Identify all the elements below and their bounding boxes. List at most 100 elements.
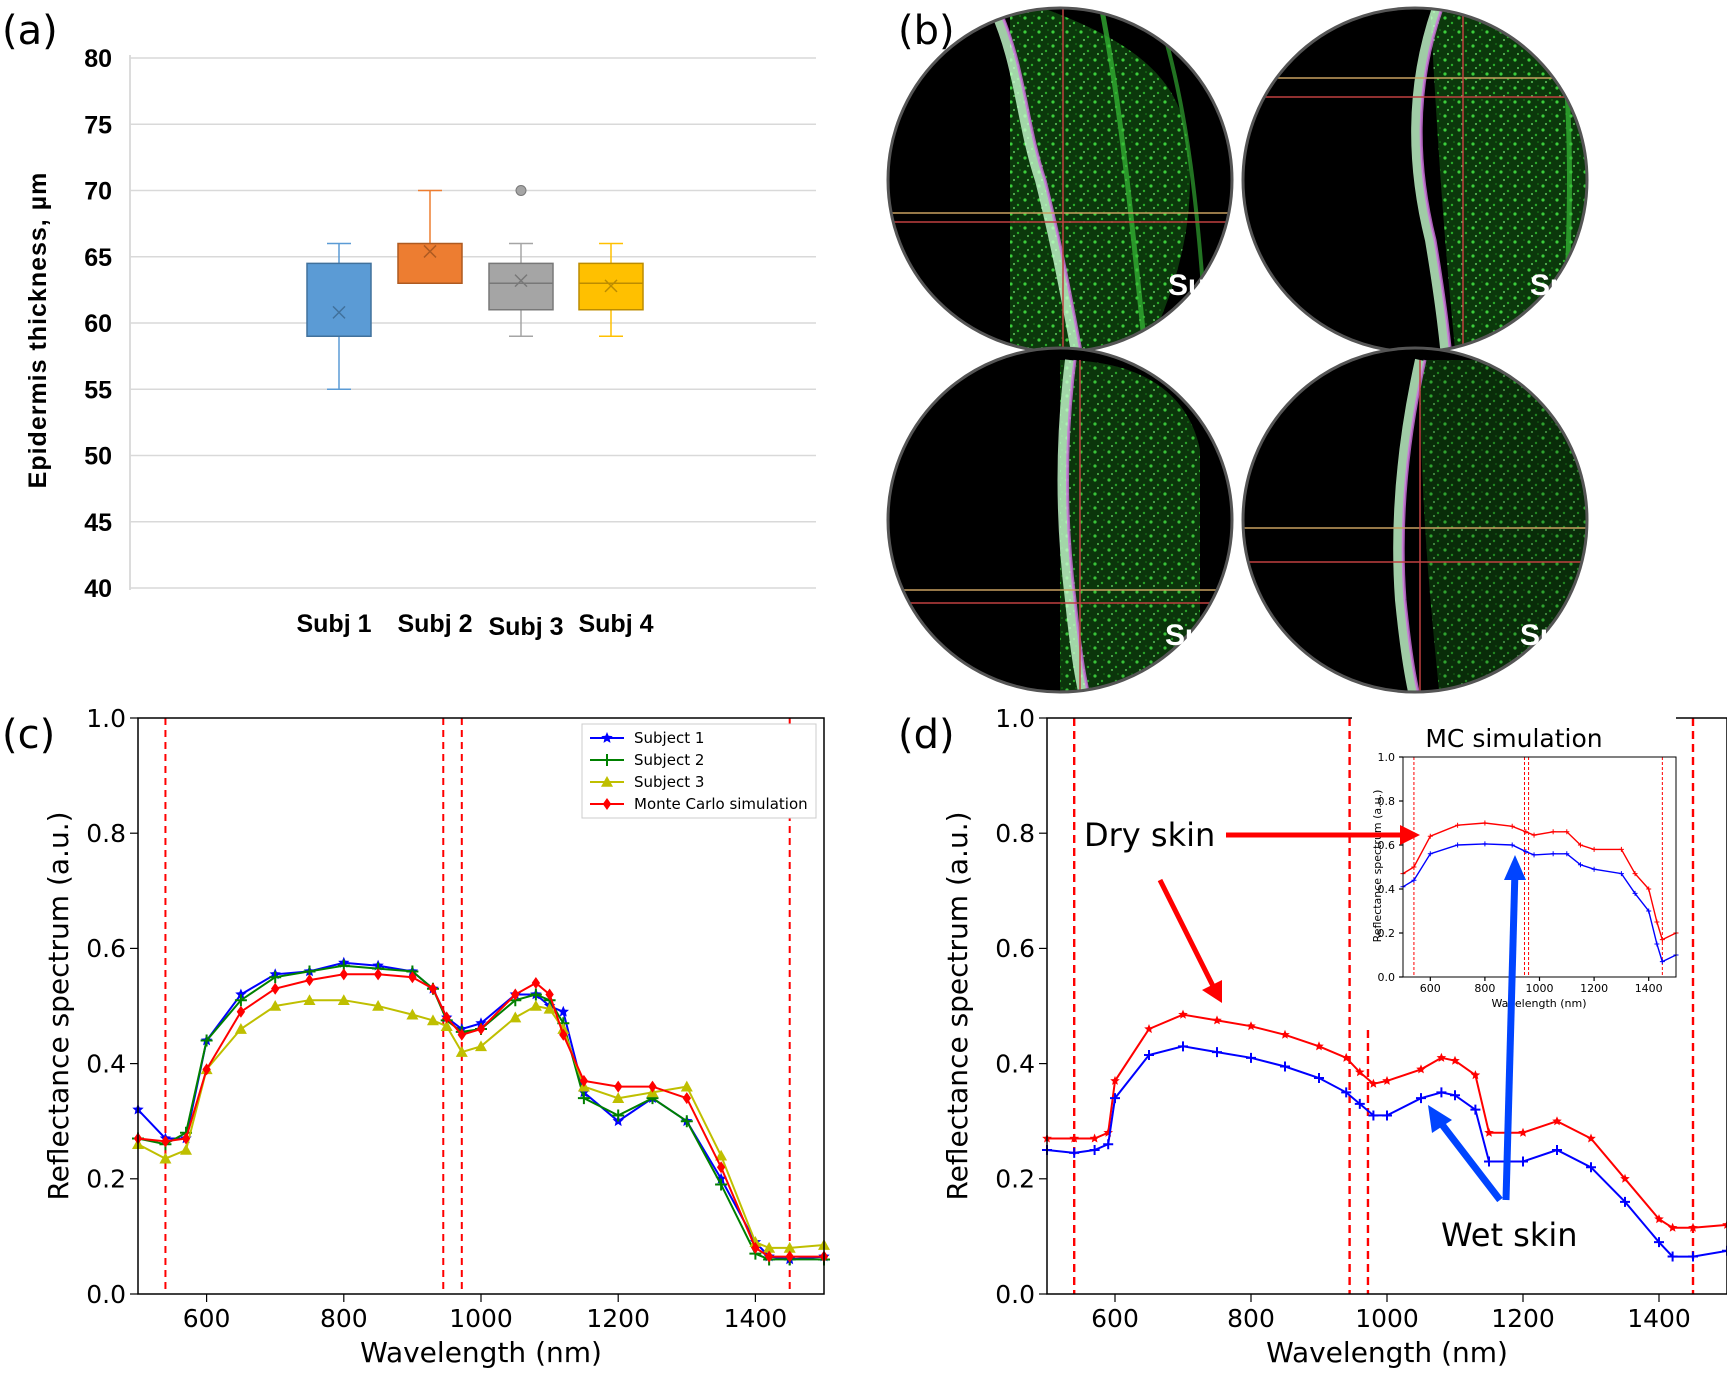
d-data-point (1246, 1052, 1256, 1063)
d-data-point (1069, 1133, 1079, 1143)
c-series-monte-carlo-simulation (133, 968, 829, 1263)
d-data-point (1667, 1222, 1678, 1232)
inset-series-wet-skin (1402, 843, 1677, 963)
c-data-point (440, 1020, 453, 1031)
inset-data-point (1427, 833, 1433, 839)
c-data-point (455, 1046, 468, 1057)
d-data-point (1470, 1104, 1481, 1115)
inset-y-tick-label: 0.6 (1378, 839, 1396, 852)
inset-y-tick-label: 0.2 (1378, 927, 1396, 940)
c-data-point (161, 1135, 170, 1148)
wet-skin-arrow-to-curve (1428, 1105, 1503, 1203)
d-data-point (1654, 1214, 1664, 1224)
box-plot-panel: 40 45 50 55 60 65 70 75 80 Epidermis thickness, … (24, 45, 816, 641)
c-y-axis-label: Reflectance spectrum (a.u.) (42, 811, 75, 1200)
inset-data-point (1523, 849, 1529, 855)
d-data-point (1470, 1070, 1481, 1080)
c-data-point (545, 988, 554, 1001)
inset-x-axis-label: Wavelength (nm) (1491, 997, 1586, 1010)
c-data-point (181, 1132, 191, 1145)
c-legend-marker (601, 754, 613, 766)
a-category-label: Subj 4 (578, 610, 653, 638)
c-y-tick-label: 0.2 (86, 1165, 126, 1194)
d-data-point (1069, 1147, 1080, 1158)
oct-image-subj2: Subj 2 (1241, 6, 1620, 354)
d-data-point (1586, 1162, 1596, 1173)
d-data-point (1354, 1098, 1365, 1109)
c-data-point (559, 1028, 568, 1041)
d-data-point (1484, 1156, 1494, 1167)
c-y-tick-label: 0.8 (86, 819, 126, 848)
oct-image-subj4: Subj 4 (1241, 346, 1610, 694)
inset-data-point (1659, 937, 1665, 943)
inset-data-point (1564, 829, 1570, 835)
box-mean-marker (423, 244, 437, 258)
c-data-point (159, 1152, 172, 1164)
c-x-tick-label: 1400 (724, 1304, 788, 1333)
box-iqr (397, 242, 463, 284)
c-legend-marker (601, 732, 613, 743)
panel-label-d: (d) (898, 712, 955, 758)
c-data-point (406, 1008, 419, 1020)
c-data-point (614, 1080, 623, 1093)
c-legend-marker (602, 798, 612, 810)
c-data-point (578, 1086, 590, 1098)
d-y-axis-label: Reflectance spectrum (a.u.) (941, 811, 974, 1200)
box-subj-2 (397, 189, 463, 284)
d-data-point (1688, 1222, 1698, 1232)
d-y-tick-label: 0.4 (995, 1049, 1035, 1078)
c-x-tick-label: 800 (320, 1304, 368, 1333)
d-data-point (1382, 1075, 1392, 1085)
inset-data-point (1618, 846, 1624, 852)
c-data-point (577, 1092, 590, 1105)
c-y-tick-label: 0.6 (86, 934, 126, 963)
oct-label-subj3: Subj 3 (1165, 619, 1255, 652)
inset-data-point (1411, 864, 1417, 870)
c-data-point (579, 1074, 589, 1087)
d-data-point (1654, 1237, 1664, 1248)
box-iqr (306, 262, 372, 337)
inset-data-point (1618, 871, 1624, 877)
box-mean-marker (514, 274, 528, 288)
d-data-point (1314, 1073, 1324, 1083)
d-data-point (1280, 1061, 1290, 1072)
c-x-tick-label: 600 (183, 1304, 231, 1333)
a-y-tick-label: 60 (84, 310, 112, 338)
c-data-point (271, 982, 280, 995)
d-data-point (1103, 1139, 1114, 1150)
oct-image-subj3: Subj 3 (886, 346, 1255, 694)
inset-x-tick-label: 1000 (1526, 982, 1554, 995)
c-x-axis-label: Wavelength (nm) (360, 1336, 602, 1369)
d-data-point (1089, 1133, 1100, 1143)
c-data-point (763, 1241, 776, 1253)
inset-data-point (1455, 842, 1461, 848)
d-data-point (1144, 1049, 1154, 1060)
d-data-point (1382, 1110, 1392, 1121)
a-y-tick-label: 80 (84, 45, 112, 73)
d-data-point (1212, 1015, 1222, 1025)
c-data-point (428, 982, 438, 995)
inset-title: MC simulation (1425, 724, 1602, 753)
inset-data-point (1455, 822, 1461, 828)
c-y-tick-label: 0.4 (86, 1049, 126, 1078)
d-data-point (1368, 1110, 1379, 1121)
d-data-point (1450, 1090, 1460, 1101)
a-y-tick-label: 55 (84, 376, 112, 404)
inset-data-point (1577, 842, 1583, 848)
c-data-point (442, 1011, 451, 1024)
inset-data-point (1654, 919, 1660, 925)
box-subj-3 (488, 185, 554, 337)
d-data-point (1144, 1024, 1154, 1034)
c-data-point (715, 1178, 728, 1191)
c-data-point (269, 1000, 282, 1011)
c-x-tick-label: 1200 (586, 1304, 650, 1333)
c-data-point (680, 1115, 693, 1128)
d-data-point (1110, 1093, 1120, 1104)
spectra-panel-d: 600 800 1000 1200 1400 0.0 0.2 0.4 0.6 0.8 1.0 Wa… (941, 700, 1727, 1369)
inset-data-point (1632, 871, 1638, 877)
c-data-point (749, 1236, 762, 1247)
inset-data-point (1509, 823, 1515, 829)
oct-image-subj1: Subj 1 (886, 6, 1258, 354)
c-data-point (339, 968, 348, 981)
c-legend-label: Subject 1 (634, 729, 704, 747)
